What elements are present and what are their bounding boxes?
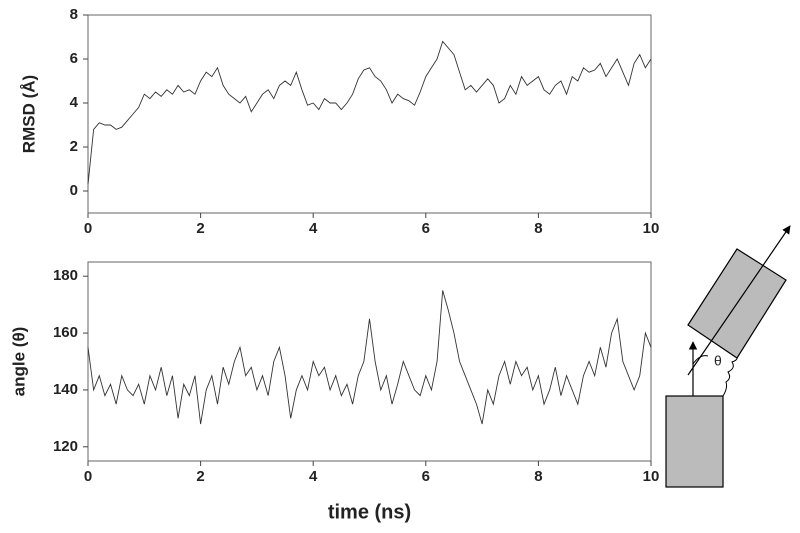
- data-line: [87, 40, 652, 185]
- y-tick-label: 160: [53, 324, 78, 341]
- data-line: [87, 290, 652, 425]
- angle-arc: [692, 355, 709, 365]
- x-tick-label: 2: [196, 220, 204, 237]
- plot-frame: [87, 261, 652, 462]
- x-axis-label: time (ns): [328, 501, 411, 523]
- y-tick-label: 2: [70, 138, 78, 155]
- x-tick-label: 10: [643, 468, 660, 485]
- base-block: [665, 395, 724, 488]
- x-tick-label: 2: [196, 468, 204, 485]
- linker: [722, 356, 738, 397]
- y-axis-label: angle (θ): [9, 327, 28, 397]
- y-tick-label: 8: [70, 6, 78, 23]
- x-tick-label: 6: [422, 220, 430, 237]
- plot-frame: [87, 14, 652, 214]
- x-tick-label: 0: [84, 220, 92, 237]
- x-tick-label: 0: [84, 468, 92, 485]
- diagram: θ: [665, 225, 791, 488]
- axis-arrow: [687, 225, 791, 376]
- x-tick-label: 4: [309, 468, 318, 485]
- x-tick-label: 8: [534, 468, 542, 485]
- angle-label: θ: [714, 353, 722, 369]
- y-tick-label: 140: [53, 381, 78, 398]
- x-tick-label: 6: [422, 468, 430, 485]
- y-axis-label: RMSD (Å): [19, 75, 38, 153]
- y-tick-label: 120: [53, 438, 78, 455]
- y-tick-label: 0: [70, 182, 78, 199]
- y-tick-label: 6: [70, 50, 78, 67]
- x-tick-label: 8: [534, 220, 542, 237]
- y-tick-label: 180: [53, 267, 78, 284]
- x-tick-label: 10: [643, 220, 660, 237]
- x-tick-label: 4: [309, 220, 318, 237]
- y-tick-label: 4: [70, 94, 79, 111]
